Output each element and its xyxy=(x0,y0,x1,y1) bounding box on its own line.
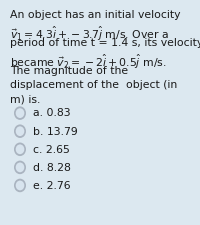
Text: b. 13.79: b. 13.79 xyxy=(33,126,78,136)
Text: An object has an initial velocity: An object has an initial velocity xyxy=(10,10,180,20)
Circle shape xyxy=(16,127,24,137)
Text: c. 2.65: c. 2.65 xyxy=(33,144,70,154)
Text: $\vec{v}_1 = 4.3\hat{i} + -3.7\hat{j}$ m/s. Over a: $\vec{v}_1 = 4.3\hat{i} + -3.7\hat{j}$ m… xyxy=(10,24,169,42)
Text: The magnitude of the: The magnitude of the xyxy=(10,66,128,76)
Circle shape xyxy=(14,125,26,138)
Circle shape xyxy=(16,181,24,191)
Text: became $\vec{v}_2 = -2\hat{i} + 0.5\hat{j}$ m/s.: became $\vec{v}_2 = -2\hat{i} + 0.5\hat{… xyxy=(10,52,167,70)
Circle shape xyxy=(14,107,26,120)
Text: m) is.: m) is. xyxy=(10,94,40,104)
Text: d. 8.28: d. 8.28 xyxy=(33,162,71,172)
Circle shape xyxy=(14,161,26,174)
Text: a. 0.83: a. 0.83 xyxy=(33,108,71,118)
Circle shape xyxy=(16,145,24,155)
Circle shape xyxy=(14,179,26,192)
Text: period of time t = 1.4 s, its velocity: period of time t = 1.4 s, its velocity xyxy=(10,38,200,48)
Text: e. 2.76: e. 2.76 xyxy=(33,180,71,190)
Circle shape xyxy=(16,109,24,119)
Text: displacement of the  object (in: displacement of the object (in xyxy=(10,80,177,90)
Circle shape xyxy=(16,163,24,173)
Circle shape xyxy=(14,143,26,156)
